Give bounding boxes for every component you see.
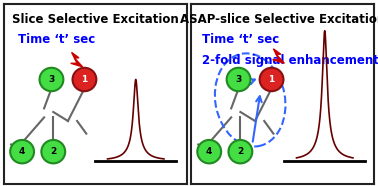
Text: 1: 1 — [81, 75, 88, 84]
Text: 2-fold signal enhancement: 2-fold signal enhancement — [202, 54, 378, 67]
Circle shape — [260, 68, 284, 91]
Text: 4: 4 — [206, 147, 212, 156]
Text: 1: 1 — [268, 75, 275, 84]
Circle shape — [197, 140, 221, 163]
Polygon shape — [71, 52, 83, 67]
Circle shape — [40, 68, 64, 91]
Text: 3: 3 — [48, 75, 54, 84]
Circle shape — [73, 68, 96, 91]
Polygon shape — [273, 49, 284, 63]
Circle shape — [227, 68, 251, 91]
Text: Time ‘t’ sec: Time ‘t’ sec — [202, 33, 279, 46]
Text: ASAP-slice Selective Excitation: ASAP-slice Selective Excitation — [180, 13, 378, 26]
Circle shape — [10, 140, 34, 163]
Text: Time ‘t’ sec: Time ‘t’ sec — [19, 33, 96, 46]
Text: Slice Selective Excitation: Slice Selective Excitation — [12, 13, 179, 26]
Text: 2: 2 — [237, 147, 243, 156]
Text: 2: 2 — [50, 147, 56, 156]
Text: 3: 3 — [235, 75, 242, 84]
Text: 4: 4 — [19, 147, 25, 156]
Circle shape — [41, 140, 65, 163]
Circle shape — [228, 140, 252, 163]
